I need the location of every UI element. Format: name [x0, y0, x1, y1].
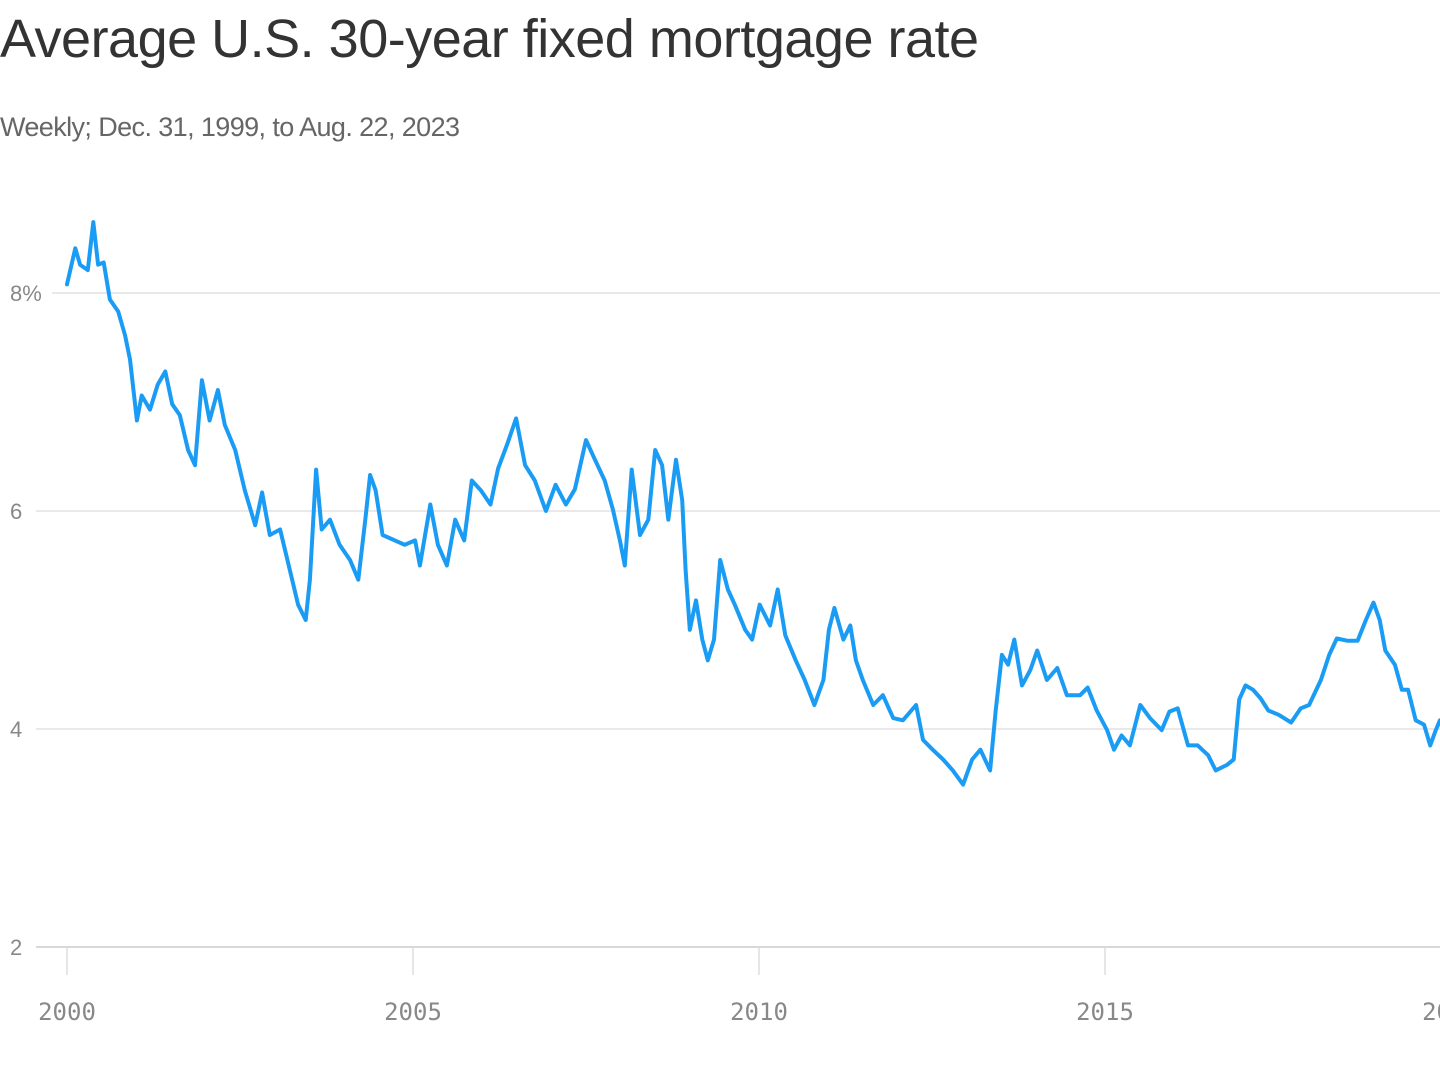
x-tick-label: 2000: [38, 998, 96, 1026]
chart-subtitle: Weekly; Dec. 31, 1999, to Aug. 22, 2023: [0, 112, 460, 142]
series-lines: [65, 220, 1440, 787]
y-tick-label: 6: [10, 499, 22, 524]
gridlines: [36, 292, 1440, 948]
y-tick-label: 2: [10, 935, 22, 960]
x-tick-label: 2015: [1076, 998, 1134, 1026]
y-axis: 8% 6 4 2: [10, 281, 42, 960]
chart-title: Average U.S. 30-year fixed mortgage rate: [0, 9, 979, 69]
series-line: [65, 220, 1440, 787]
x-axis: 2000 2005 2010 2015 2020: [38, 947, 1440, 1026]
x-tick-label: 2010: [730, 998, 788, 1026]
y-tick-label: 4: [10, 717, 22, 742]
x-tick-label: 2005: [384, 998, 442, 1026]
y-tick-label: 8%: [10, 281, 42, 306]
x-tick-label: 2020: [1422, 998, 1440, 1026]
